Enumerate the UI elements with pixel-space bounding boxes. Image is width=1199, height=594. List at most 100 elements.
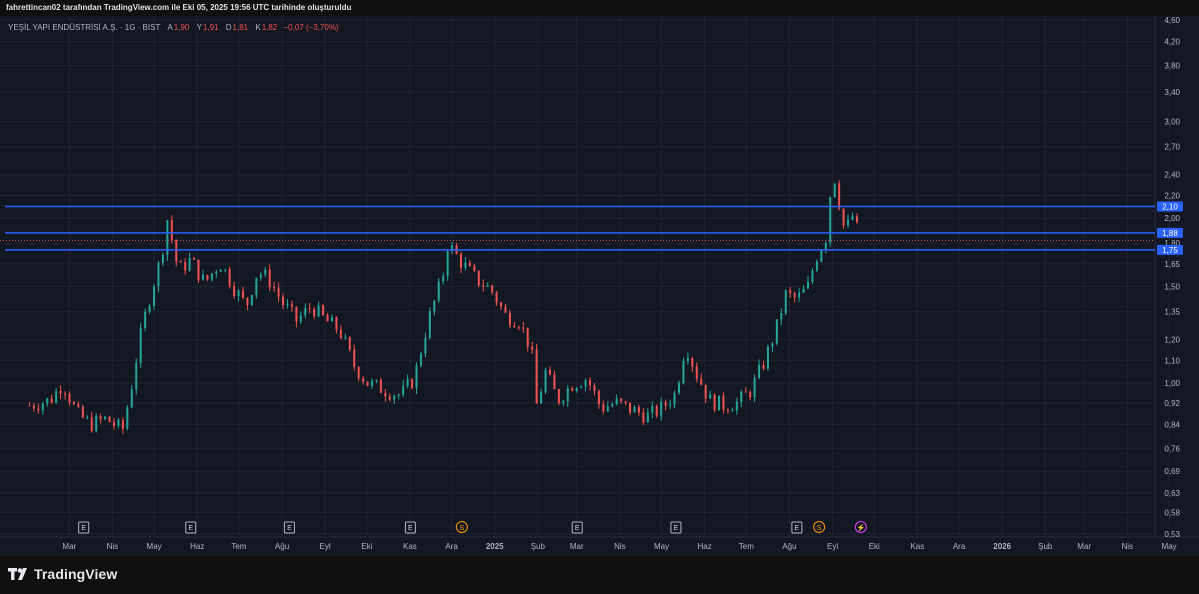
x-tick-label: Nis [107,542,119,551]
y-tick-label: 0,76 [1164,444,1180,453]
candle-body [268,269,271,288]
x-tick-label: Mar [62,542,76,551]
candle-body [691,358,694,367]
candle-body [464,262,467,268]
candle-body [86,417,89,419]
y-tick-label: 0,92 [1164,399,1180,408]
candle-body [32,405,35,409]
x-tick-label: Tem [231,542,246,551]
candle-body [41,403,44,411]
candle-body [339,329,342,338]
earnings-marker [283,521,295,534]
y-tick-label: 0,84 [1164,420,1180,429]
x-tick-label: Nis [1122,542,1134,551]
x-tick-label: May [1161,542,1176,551]
candle-body [459,253,462,268]
split-marker [813,521,826,533]
candle-body [157,262,160,287]
y-tick-label: 0,63 [1164,489,1180,498]
split-marker [455,521,468,533]
brand-name: TradingView [34,566,118,582]
candle-body [108,416,111,423]
x-tick-label: Ağu [782,542,796,551]
y-tick-label: 2,20 [1164,191,1180,200]
candle-body [153,286,156,306]
y-tick-label: 4,20 [1164,38,1180,47]
candle-body [344,337,347,339]
candle-body [597,391,600,405]
candle-body [726,409,729,411]
x-tick-label: Eyl [827,542,838,551]
candle-body [820,250,823,262]
level-price-label: 2,10 [1162,203,1178,212]
candle-body [838,183,841,209]
candle-body [442,275,445,282]
candle-body [68,393,71,403]
candle-body [473,265,476,271]
level-price-tag [1157,227,1183,238]
candle-body [517,327,520,329]
y-tick-label: 3,00 [1164,118,1180,127]
event-marker-label: ⚡ [856,523,865,532]
level-price-tag [1157,201,1183,212]
x-tick-label: Haz [698,542,712,551]
candle-body [335,317,338,330]
candle-body [90,417,93,432]
y-tick-label: 1,50 [1164,283,1180,292]
candle-body [375,380,378,382]
candle-body [660,401,663,416]
candle-body [104,416,107,420]
level-price-label: 1,88 [1162,229,1178,238]
candle-body [593,385,596,392]
brand[interactable]: TradingView [8,566,117,582]
y-tick-label: 1,10 [1164,356,1180,365]
y-tick-label: 1,20 [1164,336,1180,345]
x-tick-label: Nis [614,542,626,551]
candle-body [188,257,191,271]
candle-body [829,197,832,243]
candle-body [371,380,374,386]
candle-body [219,269,222,272]
candle-body [798,292,801,298]
candle-body [64,393,67,395]
candle-body [121,419,124,429]
candle-body [135,362,138,390]
x-tick-label: Şub [1038,542,1053,551]
candle-body [758,364,761,378]
chart-area[interactable]: 4,60 4,20 3,80 3,40 3,00 2,70 2,40 2,20 2,00 1,80… [0,16,1199,556]
x-tick-label: Ara [445,542,458,551]
candle-body [504,306,507,313]
candle-body [59,391,62,394]
candle-body [540,392,543,404]
candle-body [775,319,778,344]
caption-text: fahrettincan02 tarafından TradingView.co… [6,3,352,12]
candle-body [264,269,267,275]
candle-body [566,388,569,402]
candle-body [584,380,587,387]
candle-body [117,419,120,426]
candle-body [273,287,276,289]
candle-body [446,251,449,276]
earnings-marker [571,521,583,534]
candle-body [611,404,614,407]
candle-body [366,381,369,386]
candle-body [28,405,31,407]
candle-body [486,285,489,287]
footer: TradingView [0,556,1199,594]
y-tick-label: 0,69 [1164,467,1180,476]
candle-body [304,308,307,316]
candle-body [148,305,151,312]
x-tick-label: May [147,542,162,551]
candle-body [161,254,164,263]
candle-body [50,398,53,403]
price-chart[interactable]: 4,60 4,20 3,80 3,40 3,00 2,70 2,40 2,20 2,00 1,80… [0,16,1199,556]
candle-body [259,274,262,278]
candle-body [513,325,516,328]
candle-body [847,219,850,226]
candle-body [322,305,325,316]
y-tick-label: 1,65 [1164,260,1180,269]
candle-body [780,313,783,320]
candle-body [250,295,253,305]
candle-body [477,270,480,286]
candle-body [415,365,418,389]
